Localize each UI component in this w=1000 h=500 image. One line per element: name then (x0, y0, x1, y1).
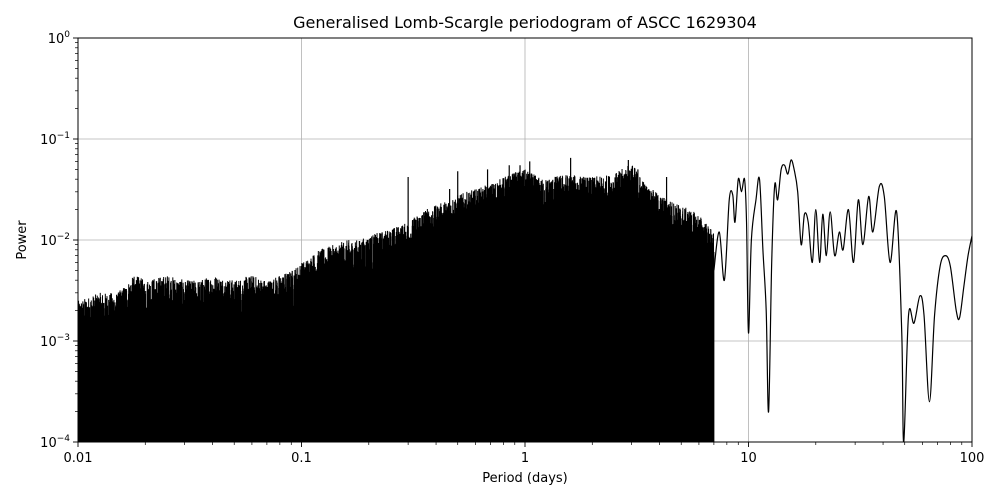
chart-title: Generalised Lomb-Scargle periodogram of … (293, 13, 757, 32)
x-tick-label: 1 (521, 451, 529, 466)
data-layer (78, 157, 972, 442)
x-tick-label: 10 (740, 451, 757, 466)
x-tick-label: 100 (960, 451, 985, 466)
y-tick-label: 10−4 (40, 434, 70, 451)
y-tick-label: 10−1 (40, 131, 70, 148)
x-tick-label: 0.1 (291, 451, 312, 466)
x-axis-label: Period (days) (482, 471, 568, 486)
y-tick-label: 10−3 (40, 333, 70, 350)
y-tick-label: 10−2 (40, 232, 70, 249)
periodogram-dense-line (78, 165, 715, 442)
y-tick-label: 100 (48, 30, 71, 47)
periodogram-smooth-line (713, 159, 972, 442)
y-axis-label: Power (15, 220, 30, 260)
x-tick-label: 0.01 (64, 451, 93, 466)
ticks: 0.01 0.1 1 10 100 10−4 10−3 10−2 10−1 100 (40, 30, 984, 466)
